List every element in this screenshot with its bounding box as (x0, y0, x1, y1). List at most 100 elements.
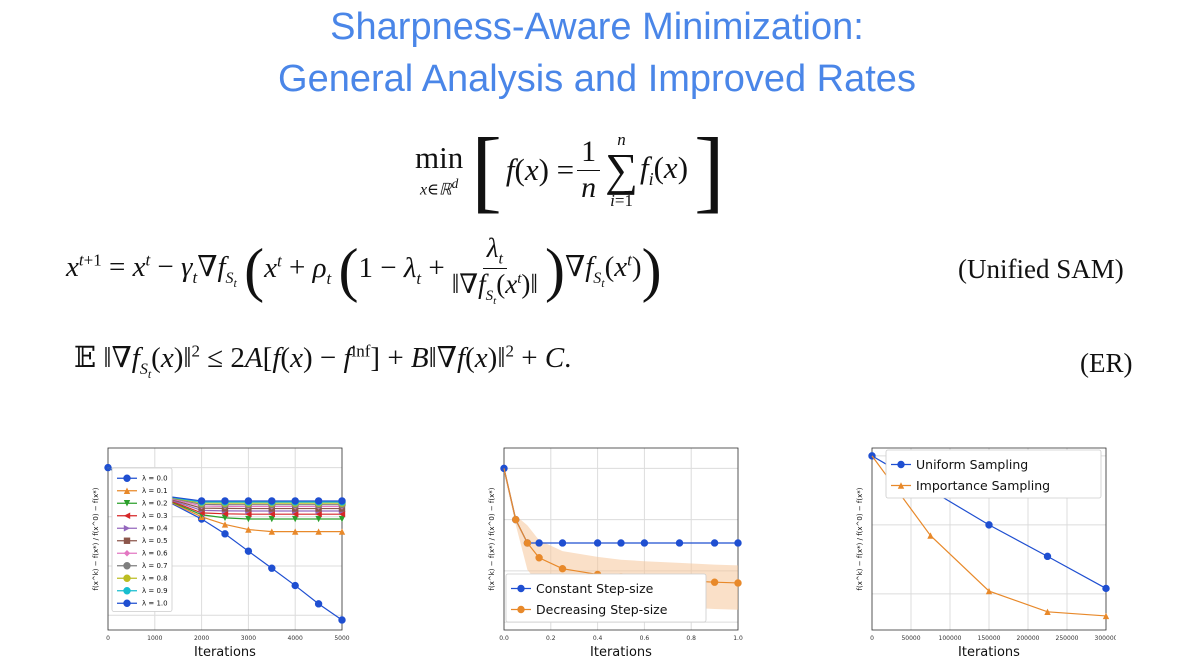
data-point (338, 515, 346, 523)
data-point (734, 579, 742, 587)
legend-label: Importance Sampling (916, 478, 1050, 493)
legend-label: λ = 0.4 (142, 525, 168, 533)
data-point (268, 528, 275, 535)
data-point (221, 530, 229, 538)
data-point (338, 528, 346, 535)
y-axis-label: f(x^k) − f(x*) / f(x^0) − f(x*) (856, 487, 864, 590)
data-point (221, 514, 229, 522)
x-tick-label: 300000 (1095, 635, 1116, 642)
plot-frame (503, 447, 739, 631)
data-point (268, 510, 275, 518)
legend-marker (123, 599, 131, 607)
data-point (985, 587, 993, 595)
data-point (314, 497, 323, 505)
data-point (523, 539, 532, 547)
chart-step-size: 0.0 0.2 0.4 0.6 0.8 1.0 Iterations f(x^k) − f(x… (448, 444, 748, 660)
data-point (268, 515, 275, 523)
variance-band (504, 464, 738, 610)
legend-label: λ = 1.0 (142, 600, 168, 608)
data-point (315, 515, 322, 523)
data-point (291, 581, 299, 590)
data-point (315, 528, 322, 535)
slide-title-line-2: General Analysis and Improved Rates (278, 58, 916, 100)
legend-marker (897, 482, 905, 489)
x-axis-label: Iterations (590, 645, 652, 660)
chart-legend: Constant Step-size Decreasing Step-size (505, 573, 707, 623)
data-point (1102, 612, 1110, 620)
x-tick-label: 1000 (147, 635, 162, 642)
unified-sam-equation: xt+1 = xt − γt∇fSt ( xt + ρt ( 1 − λt + … (66, 232, 662, 307)
y-axis-label: f(x^k) − f(x*) / f(x^0) − f(x*) (488, 487, 496, 590)
legend-marker (517, 605, 525, 614)
slide-title-line-1: Sharpness-Aware Minimization: (330, 6, 864, 48)
data-point (268, 564, 276, 572)
series-1 (500, 464, 742, 547)
x-tick-label: 0 (106, 635, 110, 642)
data-point (244, 547, 253, 555)
x-tick-label: 5000 (334, 635, 349, 642)
data-point (593, 539, 602, 547)
data-point (245, 526, 252, 533)
data-point (1043, 552, 1052, 561)
legend-box (885, 449, 1102, 499)
x-tick-label: 3000 (241, 635, 256, 642)
expected-residual-equation: 𝔼 ‖∇fSt(x)‖2 ≤ 2A[f(x) − finf] + B‖∇f(x)… (74, 341, 572, 381)
data-point (617, 539, 625, 547)
x-tick-label: 150000 (978, 635, 1001, 642)
legend-label: λ = 0.0 (142, 475, 168, 483)
chart-lambda-sweep: 0 1000 2000 3000 4000 5000 Iterations f(x^k) − … (52, 444, 352, 660)
series-2 (871, 455, 1110, 620)
data-point (558, 539, 567, 547)
data-point (734, 539, 742, 547)
data-point (104, 463, 112, 472)
data-point (315, 510, 322, 518)
data-point (292, 528, 299, 535)
legend-marker (123, 474, 131, 482)
data-point (675, 539, 684, 547)
data-point (512, 515, 520, 524)
legend-marker (123, 574, 131, 582)
series-line (503, 468, 738, 544)
legend-label: Constant Step-size (536, 581, 654, 596)
legend-marker (123, 487, 131, 494)
x-tick-label: 0 (870, 635, 874, 642)
legend-label: λ = 0.9 (142, 587, 168, 595)
legend-label: λ = 0.5 (142, 537, 168, 545)
x-tick-label: 1.0 (733, 635, 743, 642)
chart-legend: λ = 0.0 λ = 0.1 λ = 0.2 λ = 0.3 λ = 0.4 λ = 0… (111, 467, 173, 612)
data-point (291, 497, 299, 505)
data-point (338, 510, 346, 518)
x-tick-label: 200000 (1017, 635, 1040, 642)
legend-marker (897, 460, 905, 469)
x-tick-label: 0.4 (593, 635, 603, 642)
data-point (197, 497, 206, 505)
x-tick-label: 250000 (1056, 635, 1079, 642)
er-tag: (ER) (1080, 348, 1133, 378)
chart-legend: Uniform Sampling Importance Sampling (885, 449, 1102, 499)
data-point (244, 497, 253, 505)
data-point (535, 539, 543, 547)
data-point (927, 532, 934, 539)
y-axis-label: f(x^k) − f(x*) / f(x^0) − f(x*) (92, 487, 100, 590)
legend-marker (517, 584, 525, 593)
legend-box (505, 573, 707, 623)
data-point (268, 497, 276, 505)
data-point (292, 515, 299, 523)
data-point (500, 464, 508, 473)
x-tick-label: 0.2 (546, 635, 556, 642)
data-point (535, 554, 543, 562)
data-point (640, 539, 649, 547)
legend-marker (123, 512, 131, 519)
x-axis-label: Iterations (194, 645, 256, 660)
legend-marker (123, 550, 131, 557)
x-tick-label: 100000 (939, 635, 962, 642)
data-point (245, 510, 252, 518)
data-point (292, 510, 299, 518)
data-point (1044, 608, 1051, 616)
x-tick-label: 0.6 (640, 635, 650, 642)
legend-marker (123, 562, 131, 570)
legend-marker (123, 500, 131, 507)
data-point (221, 497, 229, 505)
data-point (710, 578, 719, 586)
